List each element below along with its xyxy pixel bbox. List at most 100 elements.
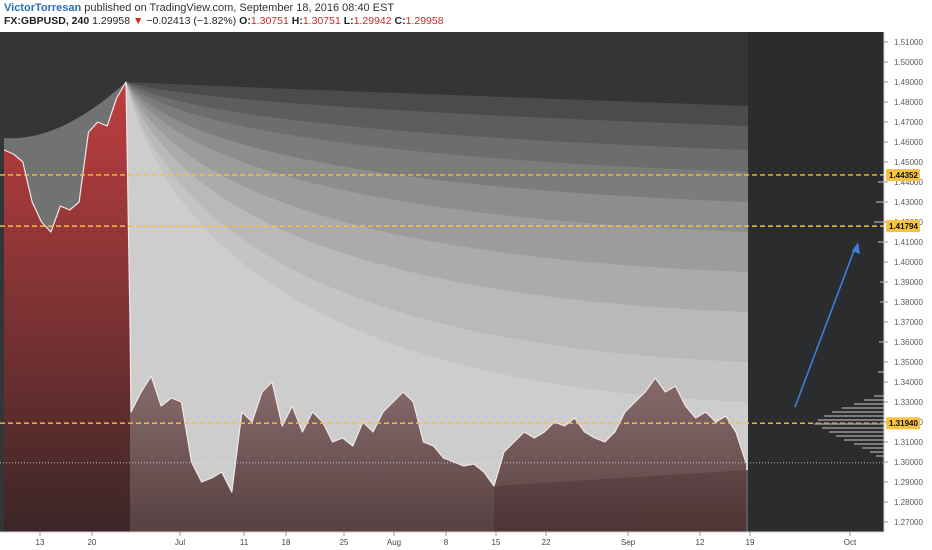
x-tick-label: Jul — [175, 538, 185, 547]
close-value: 1.29958 — [405, 15, 444, 27]
fan-layer — [4, 82, 748, 532]
price-series-line — [3, 81, 747, 493]
x-tick-label: 12 — [696, 538, 705, 547]
y-tick-label: 1.38000 — [894, 298, 923, 307]
publish-info: VictorTorresan published on TradingView.… — [4, 2, 394, 16]
level-tag-label: 1.44352 — [889, 171, 918, 180]
profile-bar — [876, 201, 884, 203]
price-line — [0, 81, 884, 493]
y-tick-label: 1.33000 — [894, 398, 923, 407]
y-tick-label: 1.39000 — [894, 278, 923, 287]
profile-bar — [824, 415, 884, 417]
last-price: 1.29958 — [92, 15, 131, 27]
x-tick-label: 25 — [340, 538, 349, 547]
x-tick-label: Sep — [621, 538, 636, 547]
fan-band — [126, 82, 748, 532]
x-tick-label: 18 — [282, 538, 291, 547]
x-tick-label: 13 — [36, 538, 45, 547]
price-change: −0.02413 (−1.82%) — [146, 15, 237, 27]
author-link[interactable]: VictorTorresan — [4, 2, 82, 14]
arrow-annotation[interactable] — [794, 242, 860, 408]
price-axis-panel — [884, 32, 932, 532]
y-tick-label: 1.46000 — [894, 138, 923, 147]
level-tag — [886, 168, 920, 181]
x-tick-label: Oct — [844, 538, 857, 547]
profile-bar — [822, 427, 884, 429]
price-chart[interactable]: 1.51000 1.50000 1.49000 1.48000 1.47000 1.460… — [0, 32, 932, 550]
x-tick-label: 22 — [542, 538, 551, 547]
y-tick-label: 1.49000 — [894, 78, 923, 87]
profile-bar — [818, 419, 884, 421]
level-tag — [886, 417, 920, 430]
y-tick-label: 1.48000 — [894, 98, 923, 107]
high-label: H: — [291, 15, 303, 27]
profile-bar — [876, 455, 884, 457]
symbol-info: FX:GBPUSD, 240 1.29958 ▼ −0.02413 (−1.82… — [4, 15, 444, 29]
y-tick-label: 1.45000 — [894, 158, 923, 167]
x-tick-label: Aug — [387, 538, 401, 547]
arrow-head-icon — [852, 242, 860, 254]
future-zone — [748, 32, 884, 532]
profile-bar — [880, 301, 884, 303]
x-tick-label: 8 — [444, 538, 449, 547]
y-tick-label: 1.31000 — [894, 438, 923, 447]
profile-bar — [829, 431, 884, 433]
y-tick-label: 1.43000 — [894, 198, 923, 207]
volume-profile — [814, 181, 884, 457]
time-axis-panel — [0, 532, 932, 550]
level-tags: 1.44352 1.41794 1.31940 — [886, 168, 920, 430]
time-axis[interactable]: 13 20 Jul 11 18 25 Aug 8 15 22 Sep 12 19 Oct — [36, 532, 857, 547]
price-area-red — [4, 82, 130, 532]
y-tick-label: 1.50000 — [894, 58, 923, 67]
level-tag-label: 1.41794 — [889, 222, 918, 231]
level-tag-label: 1.31940 — [889, 419, 918, 428]
x-tick-label: 11 — [240, 538, 249, 547]
profile-bar — [864, 399, 884, 401]
arrow-shaft — [794, 247, 856, 408]
open-value: 1.30751 — [250, 15, 289, 27]
y-tick-label: 1.36000 — [894, 338, 923, 347]
price-area — [4, 82, 746, 532]
y-tick-label: 1.44000 — [894, 178, 923, 187]
low-value: 1.29942 — [353, 15, 392, 27]
y-tick-label: 1.29000 — [894, 478, 923, 487]
down-arrow-icon: ▼ — [133, 15, 144, 27]
profile-bar — [870, 451, 884, 453]
profile-bar — [844, 439, 884, 441]
low-label: L: — [343, 15, 354, 27]
published-text: published on TradingView.com, September … — [84, 2, 395, 14]
profile-bar — [878, 241, 884, 243]
profile-bar — [874, 221, 884, 223]
profile-bar — [878, 371, 884, 373]
profile-bar — [836, 435, 884, 437]
profile-bar — [874, 395, 884, 397]
open-label: O: — [239, 15, 251, 27]
x-tick-label: 19 — [746, 538, 755, 547]
profile-bar — [880, 281, 884, 283]
profile-bar — [862, 447, 884, 449]
profile-bar — [842, 407, 884, 409]
profile-bar — [814, 423, 884, 425]
y-tick-label: 1.40000 — [894, 258, 923, 267]
level-lines — [0, 174, 884, 424]
profile-bar — [832, 411, 884, 413]
close-label: C: — [394, 15, 406, 27]
x-tick-label: 20 — [88, 538, 97, 547]
y-tick-label: 1.34000 — [894, 378, 923, 387]
profile-bar — [879, 341, 884, 343]
y-tick-label: 1.30000 — [894, 458, 923, 467]
symbol-label: FX:GBPUSD, 240 — [4, 15, 90, 27]
profile-bar — [854, 403, 884, 405]
profile-bar — [878, 181, 884, 183]
y-tick-label: 1.27000 — [894, 518, 923, 527]
y-tick-label: 1.41000 — [894, 238, 923, 247]
y-tick-label: 1.37000 — [894, 318, 923, 327]
x-tick-label: 15 — [492, 538, 501, 547]
y-tick-label: 1.28000 — [894, 498, 923, 507]
profile-bar — [854, 443, 884, 445]
y-tick-label: 1.35000 — [894, 358, 923, 367]
level-tag — [886, 220, 920, 233]
y-tick-label: 1.51000 — [894, 38, 923, 47]
y-tick-label: 1.47000 — [894, 118, 923, 127]
high-value: 1.30751 — [302, 15, 341, 27]
